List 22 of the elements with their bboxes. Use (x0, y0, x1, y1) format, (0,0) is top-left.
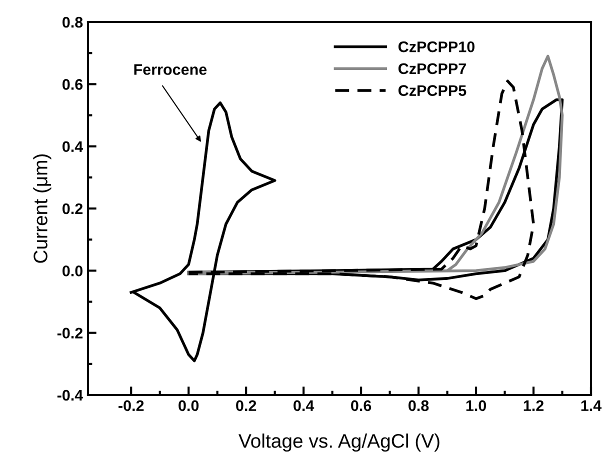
x-tick-label: 0.6 (351, 400, 372, 412)
x-axis-title: Voltage vs. Ag/AgCl (V) (238, 434, 440, 452)
x-tick-label: 1.0 (466, 400, 486, 412)
legend-label: CzPCPP5 (398, 85, 466, 96)
y-tick-label: -0.4 (57, 390, 84, 401)
x-tick-label: 0.2 (236, 400, 256, 412)
y-tick-label: 0.8 (62, 16, 83, 28)
x-tick-label: 1.4 (581, 400, 602, 411)
legend-label: CzPCPP10 (398, 41, 474, 52)
y-tick-label: 0.2 (62, 203, 83, 214)
y-tick-label: -0.2 (57, 328, 83, 339)
x-tick-label: -0.2 (118, 400, 144, 412)
annotation: Ferrocene (134, 64, 207, 75)
x-tick-label: 0.4 (294, 400, 314, 412)
y-tick-label: 0.6 (62, 79, 83, 90)
x-tick-label: 0.8 (408, 400, 429, 412)
y-tick-label: 0.4 (62, 141, 84, 152)
y-axis-title: Current (μm) (33, 154, 52, 263)
legend-label: CzPCPP7 (398, 63, 466, 74)
y-tick-label: 0.0 (62, 266, 83, 276)
x-tick-label: 0.0 (178, 400, 199, 412)
x-tick-label: 1.2 (524, 400, 544, 411)
